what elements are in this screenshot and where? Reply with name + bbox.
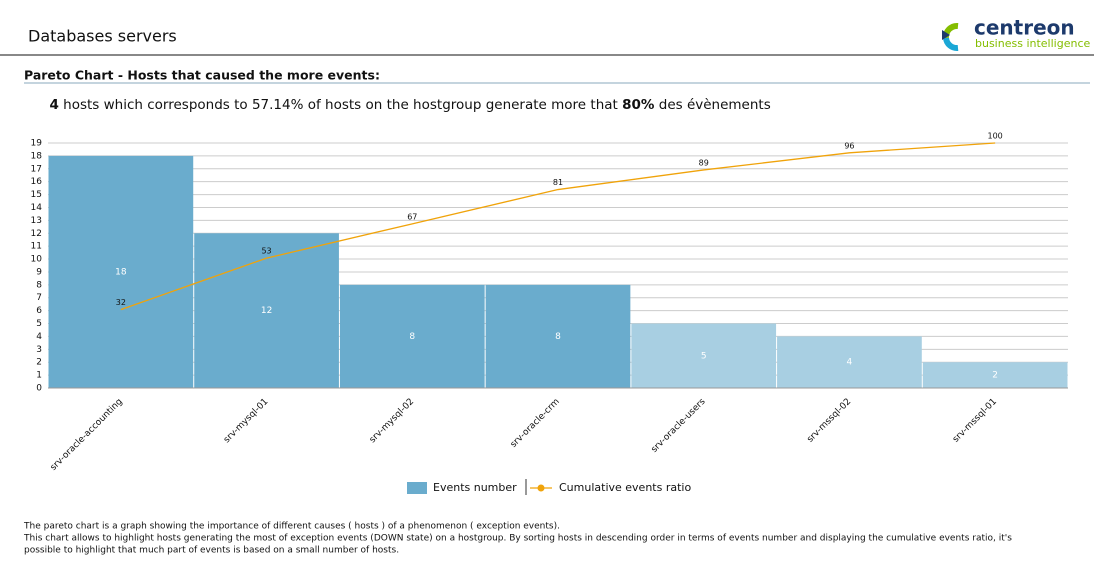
y-tick-label: 0 xyxy=(36,384,42,394)
y-tick-label: 17 xyxy=(31,164,42,174)
summary-text: des évènements xyxy=(654,97,770,113)
logo-tagline: business intelligence xyxy=(975,37,1090,50)
description-line: possible to highlight that much part of … xyxy=(24,546,399,556)
x-tick-label: srv-oracle-users xyxy=(649,397,707,455)
bar xyxy=(194,233,339,388)
legend-marker xyxy=(537,484,545,492)
x-tick-label: srv-mysql-02 xyxy=(368,397,416,445)
y-tick-label: 14 xyxy=(31,203,43,213)
line-value-label: 100 xyxy=(988,132,1003,141)
bar xyxy=(631,323,777,388)
y-tick-label: 16 xyxy=(31,177,43,187)
page-title: Databases servers xyxy=(28,27,177,46)
description: The pareto chart is a graph showing the … xyxy=(23,522,1012,556)
line-value-label: 81 xyxy=(553,178,563,187)
bar-value-label: 5 xyxy=(701,351,707,361)
summary-count: 4 xyxy=(49,97,58,113)
section-title: Pareto Chart - Hosts that caused the mor… xyxy=(24,68,380,83)
y-tick-label: 6 xyxy=(36,306,42,316)
bar-value-label: 8 xyxy=(409,332,415,342)
summary: 4 hosts which corresponds to 57.14% of h… xyxy=(28,97,784,113)
line-value-label: 96 xyxy=(844,141,854,150)
y-tick-label: 7 xyxy=(36,293,42,303)
x-tick-label: srv-oracle-crm xyxy=(509,397,562,450)
bar-value-label: 2 xyxy=(992,371,998,381)
y-tick-label: 5 xyxy=(36,319,42,329)
y-tick-label: 3 xyxy=(36,345,42,355)
bar-value-label: 4 xyxy=(847,358,853,368)
y-tick-label: 10 xyxy=(31,255,43,265)
bar xyxy=(777,336,922,388)
legend-label: Events number xyxy=(433,481,517,494)
bar-value-label: 12 xyxy=(261,306,272,316)
line-value-label: 89 xyxy=(699,158,709,167)
logo-name: centreon xyxy=(974,16,1075,40)
x-tick-label: srv-mysql-01 xyxy=(222,397,270,445)
y-tick-label: 19 xyxy=(31,139,43,149)
y-tick-label: 18 xyxy=(31,151,43,161)
bar xyxy=(339,284,485,388)
line-value-label: 32 xyxy=(116,298,126,307)
x-tick-label: srv-mssql-01 xyxy=(951,397,999,445)
y-tick-label: 13 xyxy=(31,216,42,226)
y-tick-label: 4 xyxy=(36,332,42,342)
y-tick-label: 15 xyxy=(31,190,42,200)
y-tick-label: 12 xyxy=(31,229,42,239)
legend-label: Cumulative events ratio xyxy=(559,481,691,494)
summary-text: hosts which corresponds to 57.14% of hos… xyxy=(59,97,622,113)
legend-swatch xyxy=(407,482,427,494)
line-value-label: 53 xyxy=(261,247,271,256)
y-tick-label: 8 xyxy=(36,280,42,290)
description-line: This chart allows to highlight hosts gen… xyxy=(23,534,1012,544)
description-line: The pareto chart is a graph showing the … xyxy=(23,522,560,532)
y-tick-label: 11 xyxy=(31,242,42,252)
bar-value-label: 18 xyxy=(115,267,127,277)
bar xyxy=(922,362,1068,388)
summary-threshold: 80% xyxy=(622,97,655,113)
logo: centreon business intelligence xyxy=(942,16,1090,52)
line-value-label: 67 xyxy=(407,212,417,221)
cumulative-line xyxy=(120,142,996,311)
y-tick-label: 1 xyxy=(36,371,42,381)
x-tick-label: srv-mssql-02 xyxy=(805,397,853,445)
y-tick-label: 2 xyxy=(36,358,42,368)
bar xyxy=(48,155,194,388)
bar-value-label: 8 xyxy=(555,332,561,342)
y-tick-label: 9 xyxy=(36,267,42,277)
bar xyxy=(485,284,631,388)
x-tick-label: srv-oracle-accounting xyxy=(49,397,125,473)
